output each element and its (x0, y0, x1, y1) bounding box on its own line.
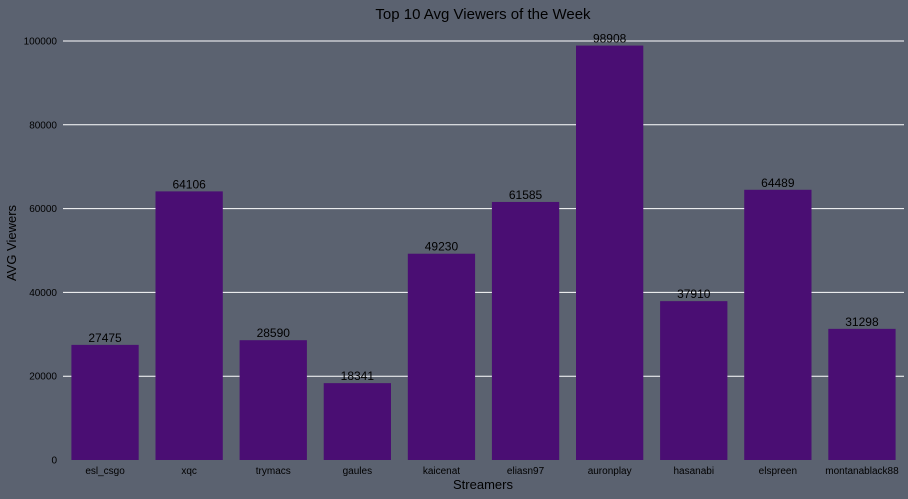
x-tick-label: trymacs (256, 466, 291, 477)
bar-kaicenat (407, 253, 476, 460)
y-tick-label: 60000 (29, 204, 57, 215)
x-tick-label: hasanabi (673, 466, 714, 477)
x-tick-label: montanablack88 (825, 466, 899, 477)
x-tick-label: kaicenat (423, 466, 460, 477)
bar-trymacs (239, 340, 307, 460)
x-tick-label: esl_csgo (85, 466, 125, 477)
bar-auronplay (576, 45, 644, 461)
x-tick-label: auronplay (588, 466, 632, 477)
x-tick-label: elspreen (759, 466, 797, 477)
data-label-gaules: 18341 (341, 369, 375, 383)
bar-eliasn97 (491, 201, 560, 460)
data-label-trymacs: 28590 (257, 326, 291, 340)
bar-xqc (155, 191, 223, 460)
y-tick-label: 20000 (29, 372, 57, 383)
data-label-kaicenat: 49230 (425, 240, 459, 254)
bar-montanablack88 (828, 328, 896, 460)
data-label-eliasn97: 61585 (509, 188, 543, 202)
bar-gaules (323, 383, 391, 460)
x-tick-label: eliasn97 (507, 466, 545, 477)
y-axis-label: AVG Viewers (4, 204, 19, 281)
data-label-auronplay: 98908 (593, 32, 627, 46)
bars (71, 45, 896, 461)
data-label-elspreen: 64489 (761, 176, 795, 190)
data-labels: 27475 64106 28590 18341 49230 61585 98908 37910… (88, 32, 879, 384)
data-label-esl_csgo: 27475 (88, 331, 122, 345)
x-tick-label: gaules (343, 466, 372, 477)
bar-esl_csgo (71, 344, 139, 460)
bar-elspreen (744, 189, 812, 461)
data-label-xqc: 64106 (172, 177, 206, 191)
data-label-montanablack88: 31298 (845, 315, 879, 329)
x-tick-label: xqc (181, 466, 197, 477)
data-label-hasanabi: 37910 (677, 287, 711, 301)
bar-hasanabi (660, 301, 728, 460)
y-tick-label: 40000 (29, 288, 57, 299)
x-axis-ticks: esl_csgo xqc trymacs gaules kaicenat eliasn97… (85, 466, 899, 477)
y-tick-label: 80000 (29, 120, 57, 131)
y-tick-label: 0 (51, 456, 57, 467)
y-tick-label: 100000 (24, 37, 58, 48)
chart-title: Top 10 Avg Viewers of the Week (375, 6, 591, 23)
y-axis-ticks: 0 20000 40000 60000 80000 100000 (24, 37, 58, 467)
x-axis-label: Streamers (453, 477, 513, 492)
